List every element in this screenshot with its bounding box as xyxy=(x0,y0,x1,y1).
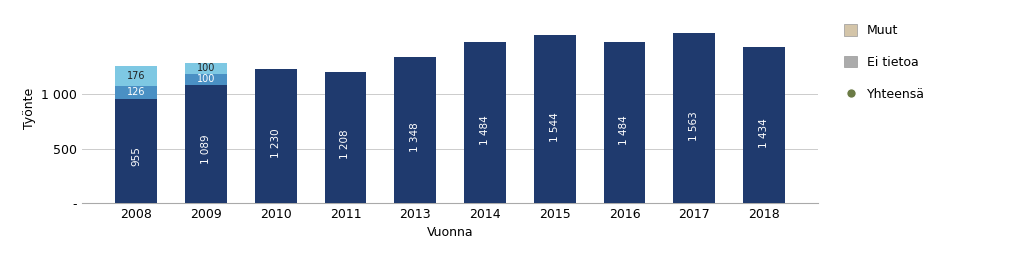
Bar xyxy=(116,67,158,86)
Text: 100: 100 xyxy=(196,63,215,73)
Bar xyxy=(255,69,297,203)
Bar xyxy=(534,35,576,203)
Text: 1 484: 1 484 xyxy=(620,115,629,145)
Bar xyxy=(673,33,715,203)
Bar xyxy=(464,42,506,203)
Text: 1 348: 1 348 xyxy=(410,122,420,152)
Text: 176: 176 xyxy=(127,71,145,81)
Legend: Muut, Ei tietoa, Yhteensä: Muut, Ei tietoa, Yhteensä xyxy=(840,19,930,106)
Bar xyxy=(394,57,436,203)
Text: 955: 955 xyxy=(131,146,141,166)
Text: 126: 126 xyxy=(127,87,145,98)
X-axis label: Vuonna: Vuonna xyxy=(427,226,474,239)
Bar xyxy=(743,47,785,203)
Bar xyxy=(185,63,227,74)
Text: 1 089: 1 089 xyxy=(201,135,211,165)
Text: 1 484: 1 484 xyxy=(480,115,490,145)
Text: 1 434: 1 434 xyxy=(759,118,769,148)
Text: 100: 100 xyxy=(196,74,215,84)
Text: 1 208: 1 208 xyxy=(341,129,351,159)
Bar xyxy=(324,72,366,203)
Bar xyxy=(116,99,158,203)
Bar xyxy=(116,86,158,99)
Bar xyxy=(604,42,646,203)
Text: 1 563: 1 563 xyxy=(690,112,700,141)
Bar xyxy=(185,85,227,203)
Text: 1 230: 1 230 xyxy=(271,128,280,158)
Bar xyxy=(185,74,227,85)
Y-axis label: Työnte: Työnte xyxy=(23,87,36,128)
Text: 1 544: 1 544 xyxy=(549,113,560,142)
